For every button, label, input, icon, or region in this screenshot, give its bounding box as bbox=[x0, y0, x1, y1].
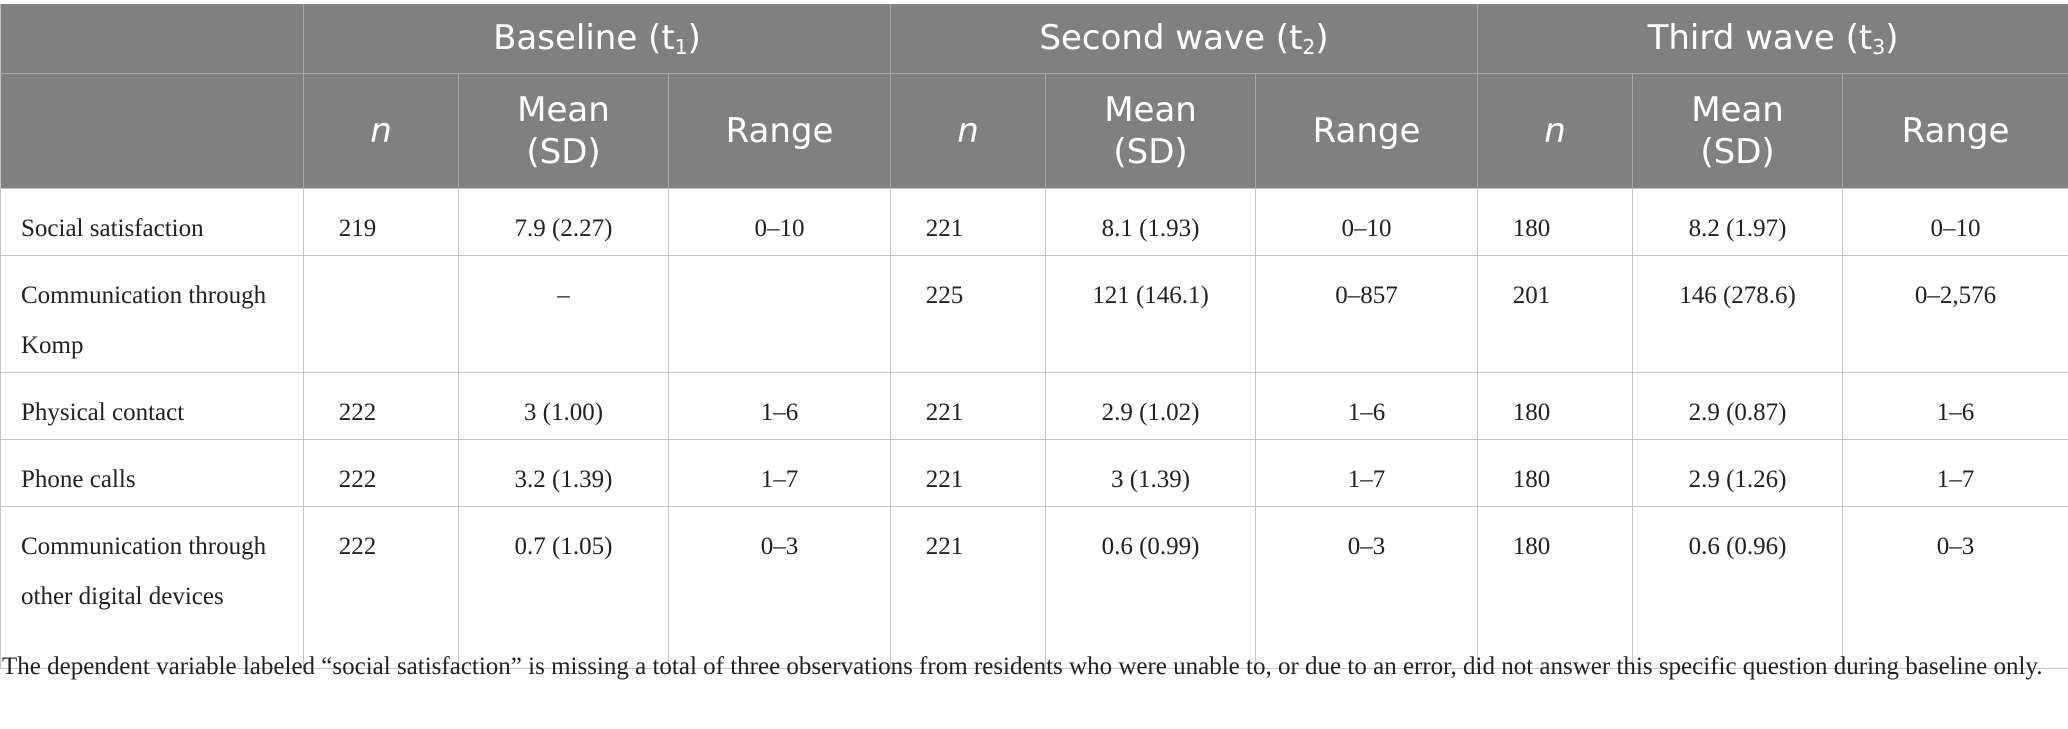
col-header-mean: Mean (SD) bbox=[1632, 73, 1844, 189]
cell-range: 1–6 bbox=[1255, 372, 1479, 440]
cell-range: 0–10 bbox=[1255, 188, 1479, 256]
cell-n: 180 bbox=[1477, 188, 1634, 256]
col-header-range: Range bbox=[1842, 73, 2068, 189]
cell-range: 1–7 bbox=[1842, 439, 2068, 507]
cell-n: 222 bbox=[303, 506, 459, 669]
cell-mean: 0.7 (1.05) bbox=[458, 506, 669, 669]
cell-n: 221 bbox=[890, 372, 1047, 440]
row-label: Communication through other digital devi… bbox=[0, 506, 304, 669]
cell-n: 180 bbox=[1477, 506, 1634, 669]
cell-n: 201 bbox=[1477, 255, 1634, 373]
cell-mean: 8.2 (1.97) bbox=[1632, 188, 1844, 256]
cell-range: 1–7 bbox=[667, 439, 892, 507]
col-header-mean: Mean (SD) bbox=[458, 73, 669, 189]
cell-range: 0–3 bbox=[1255, 506, 1479, 669]
cell-n: 222 bbox=[303, 372, 459, 440]
col-header-n: n bbox=[303, 73, 459, 189]
cell-n: 221 bbox=[890, 506, 1047, 669]
table-row: Communication through Komp – 225 121 (14… bbox=[0, 255, 2068, 373]
row-label: Phone calls bbox=[0, 439, 304, 507]
cell-n: 180 bbox=[1477, 439, 1634, 507]
col-header-range: Range bbox=[1255, 73, 1479, 189]
cell-mean: – bbox=[458, 255, 669, 373]
cell-mean: 2.9 (1.02) bbox=[1045, 372, 1257, 440]
cell-range: 0–3 bbox=[1842, 506, 2068, 669]
row-label: Physical contact bbox=[0, 372, 304, 440]
table-row: Phone calls 222 3.2 (1.39) 1–7 221 3 (1.… bbox=[0, 439, 2068, 507]
table-row: Communication through other digital devi… bbox=[0, 506, 2068, 669]
cell-range: 0–857 bbox=[1255, 255, 1479, 373]
cell-range bbox=[667, 255, 892, 373]
cell-n: 221 bbox=[890, 188, 1047, 256]
cell-mean: 3.2 (1.39) bbox=[458, 439, 669, 507]
cell-mean: 3 (1.00) bbox=[458, 372, 669, 440]
cell-mean: 146 (278.6) bbox=[1632, 255, 1844, 373]
group-header-baseline: Baseline (t1) bbox=[302, 4, 892, 74]
cell-range: 1–6 bbox=[1842, 372, 2068, 440]
cell-range: 0–3 bbox=[667, 506, 892, 669]
corner-cell bbox=[0, 4, 304, 74]
col-header-n: n bbox=[1477, 73, 1634, 189]
cell-mean: 2.9 (1.26) bbox=[1632, 439, 1844, 507]
col-header-range: Range bbox=[667, 73, 892, 189]
sub-header-row: n Mean (SD) Range n Mean (SD) Range n Mean… bbox=[0, 73, 2068, 189]
cell-range: 0–10 bbox=[667, 188, 892, 256]
row-label: Social satisfaction bbox=[0, 188, 304, 256]
cell-mean: 121 (146.1) bbox=[1045, 255, 1257, 373]
cell-n: 222 bbox=[303, 439, 459, 507]
cell-range: 1–6 bbox=[667, 372, 892, 440]
cell-mean: 3 (1.39) bbox=[1045, 439, 1257, 507]
cell-range: 1–7 bbox=[1255, 439, 1479, 507]
cell-range: 0–10 bbox=[1842, 188, 2068, 256]
col-header-n: n bbox=[890, 73, 1047, 189]
cell-range: 0–2,576 bbox=[1842, 255, 2068, 373]
cell-n: 221 bbox=[890, 439, 1047, 507]
descriptive-statistics-table: Baseline (t1) Second wave (t2) Third wav… bbox=[0, 4, 2068, 669]
cell-mean: 2.9 (0.87) bbox=[1632, 372, 1844, 440]
cell-n: 180 bbox=[1477, 372, 1634, 440]
group-header-third-wave: Third wave (t3) bbox=[1477, 4, 2068, 74]
corner-cell-lower bbox=[0, 73, 304, 189]
cell-mean: 0.6 (0.96) bbox=[1632, 506, 1844, 669]
group-header-second-wave: Second wave (t2) bbox=[890, 4, 1479, 74]
cell-mean: 7.9 (2.27) bbox=[458, 188, 669, 256]
col-header-mean: Mean (SD) bbox=[1045, 73, 1257, 189]
cell-n: 225 bbox=[890, 255, 1047, 373]
cell-n bbox=[303, 255, 459, 373]
row-label: Communication through Komp bbox=[0, 255, 304, 373]
table-row: Physical contact 222 3 (1.00) 1–6 221 2.… bbox=[0, 372, 2068, 440]
cell-mean: 8.1 (1.93) bbox=[1045, 188, 1257, 256]
group-header-row: Baseline (t1) Second wave (t2) Third wav… bbox=[0, 4, 2068, 74]
table-footnote: The dependent variable labeled “social s… bbox=[2, 653, 2043, 680]
cell-n: 219 bbox=[303, 188, 459, 256]
cell-mean: 0.6 (0.99) bbox=[1045, 506, 1257, 669]
table-row: Social satisfaction 219 7.9 (2.27) 0–10 … bbox=[0, 188, 2068, 256]
